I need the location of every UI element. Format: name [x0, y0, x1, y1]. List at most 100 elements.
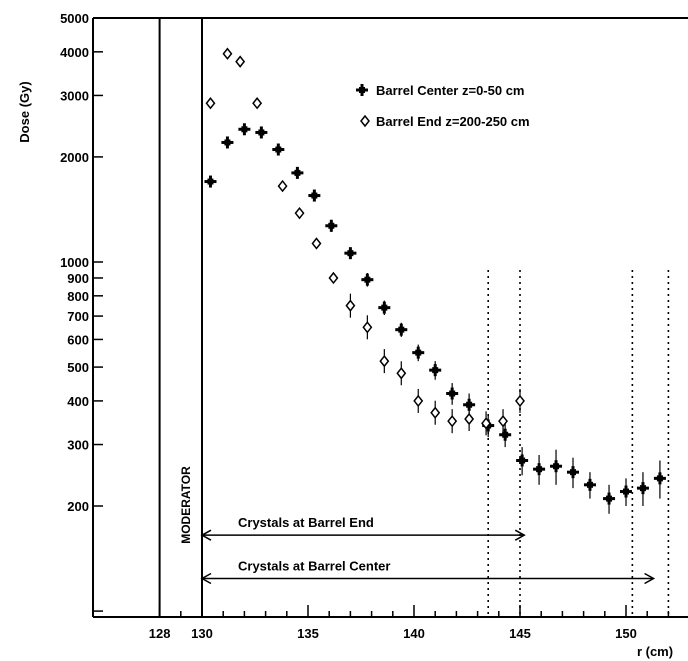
moderator-label: MODERATOR	[179, 466, 193, 544]
marker-core	[553, 463, 560, 470]
end-data-point	[311, 237, 322, 250]
x-axis-label: r (cm)	[637, 644, 673, 659]
end-data-point	[360, 114, 370, 128]
data-series	[204, 47, 666, 514]
center-data-point	[356, 84, 368, 96]
marker-core	[275, 146, 282, 153]
marker-core	[519, 457, 526, 464]
center-data-point	[204, 175, 217, 188]
y-tick-label: 300	[67, 438, 89, 453]
y-tick-label: 900	[67, 271, 89, 286]
marker-core	[224, 139, 231, 146]
end-data-point	[430, 406, 441, 419]
x-axis-ticks: 128 130 135 140 145 150	[149, 605, 670, 641]
end-data-point	[252, 97, 263, 110]
y-tick-label: 3000	[60, 88, 89, 103]
marker-core	[364, 276, 371, 283]
center-data-point	[272, 143, 285, 156]
center-data-point	[603, 492, 616, 505]
end-data-point	[464, 412, 475, 426]
range-arrow-head	[200, 572, 212, 585]
marker-core	[570, 469, 576, 476]
marker-core	[623, 488, 629, 495]
end-data-point	[481, 417, 492, 430]
y-tick-label: 500	[67, 360, 89, 375]
x-tick-label: 130	[191, 626, 213, 641]
center-data-point	[653, 472, 666, 485]
end-data-point	[447, 414, 458, 428]
center-data-point	[567, 466, 579, 479]
x-tick-label: 150	[615, 626, 637, 641]
y-axis-label: Dose (Gy)	[17, 81, 32, 142]
marker-core	[432, 367, 439, 374]
range-arrow-head	[514, 529, 526, 541]
end-data-point	[498, 414, 509, 428]
y-tick-label: 700	[67, 309, 89, 324]
y-tick-label: 600	[67, 332, 89, 347]
marker-core	[347, 250, 354, 257]
center-data-point	[378, 301, 391, 314]
end-data-point	[396, 367, 407, 380]
center-data-point	[516, 454, 529, 467]
center-data-point	[499, 428, 512, 441]
x-tick-label: 128	[149, 626, 171, 641]
marker-core	[359, 87, 365, 93]
annotations: MODERATOR Crystals at Barrel End Crystals …	[179, 466, 656, 585]
center-data-point	[412, 346, 425, 359]
center-data-point	[446, 387, 459, 400]
marker-core	[586, 481, 593, 488]
center-data-point	[221, 136, 234, 149]
end-data-point	[277, 179, 288, 193]
marker-core	[606, 495, 613, 502]
marker-core	[639, 485, 646, 492]
center-data-point	[395, 323, 408, 336]
marker-core	[207, 178, 214, 185]
center-data-point	[325, 219, 338, 232]
x-tick-label: 140	[403, 626, 425, 641]
y-tick-label: 4000	[60, 45, 89, 60]
marker-core	[466, 401, 473, 408]
marker-core	[656, 475, 663, 482]
end-data-point	[515, 394, 525, 408]
y-tick-label: 800	[67, 289, 89, 304]
x-tick-label: 135	[297, 626, 319, 641]
center-data-point	[238, 123, 251, 136]
center-data-point	[620, 485, 632, 498]
center-data-point	[583, 478, 596, 491]
legend-end-label: Barrel End z=200-250 cm	[376, 114, 530, 129]
marker-core	[381, 304, 388, 311]
center-data-point	[533, 463, 546, 476]
marker-core	[311, 192, 318, 199]
x-tick-label: 145	[509, 626, 531, 641]
marker-core	[258, 129, 265, 136]
center-data-point	[429, 364, 442, 377]
end-data-point	[205, 97, 216, 110]
marker-core	[415, 349, 422, 356]
range-arrow-head	[200, 529, 212, 541]
center-data-point	[255, 126, 268, 139]
marker-core	[536, 466, 543, 473]
marker-core	[449, 390, 456, 397]
end-data-point	[235, 55, 246, 68]
center-data-point	[344, 247, 357, 260]
y-tick-label: 200	[67, 499, 89, 514]
marker-core	[294, 169, 301, 176]
end-data-point	[222, 47, 233, 60]
barrel-end-range-label: Crystals at Barrel End	[238, 515, 374, 530]
y-tick-label: 2000	[60, 150, 89, 165]
legend: Barrel Center z=0-50 cm Barrel End z=200-…	[356, 83, 530, 129]
end-data-point	[413, 394, 424, 408]
center-data-point	[308, 189, 321, 202]
y-tick-label: 1000	[60, 255, 89, 270]
end-data-point	[328, 271, 339, 285]
plot-frame	[92, 17, 688, 618]
marker-core	[328, 222, 335, 229]
legend-center-label: Barrel Center z=0-50 cm	[376, 83, 525, 98]
end-data-point	[379, 354, 390, 368]
end-data-point	[362, 321, 373, 334]
marker-core	[502, 431, 509, 438]
marker-core	[241, 126, 248, 133]
center-data-point	[291, 166, 304, 179]
end-data-point	[294, 206, 305, 220]
